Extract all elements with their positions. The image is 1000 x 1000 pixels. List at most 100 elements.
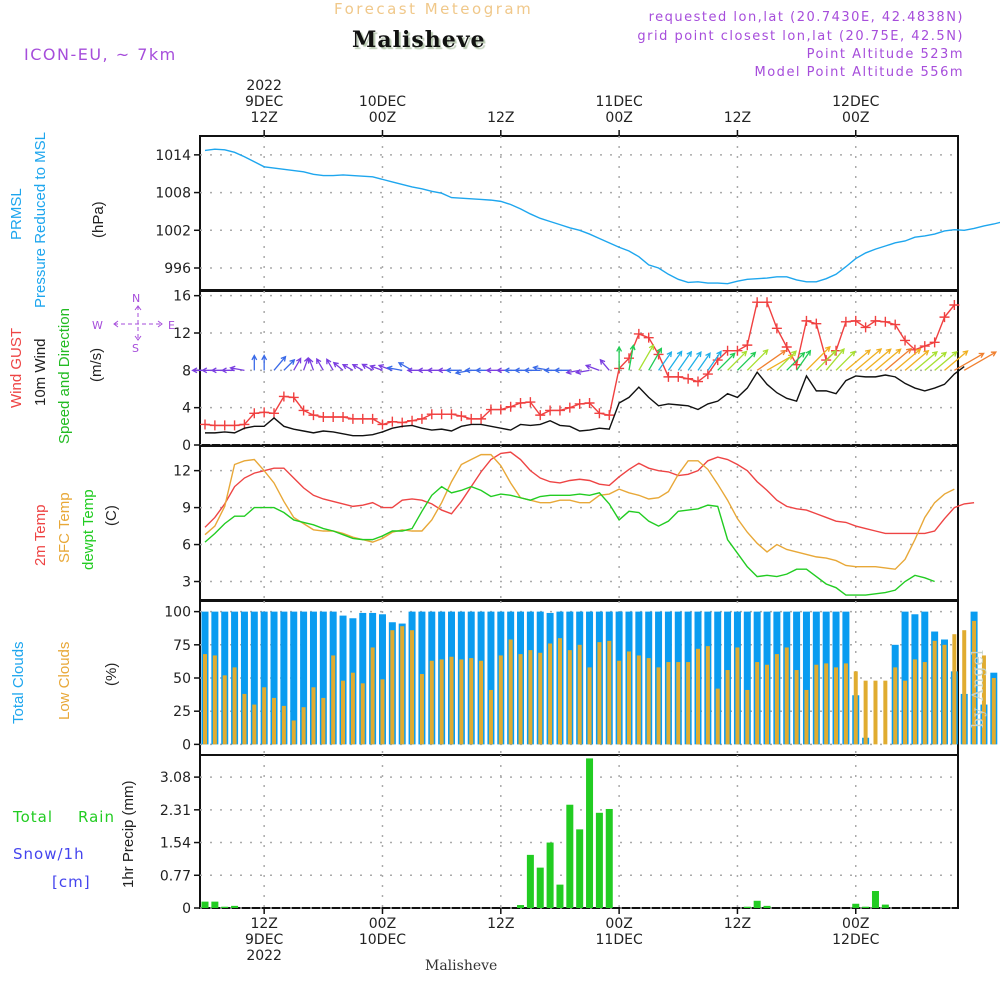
bar-low-clouds: [893, 667, 898, 745]
gust-marker: [535, 410, 546, 421]
gust-marker: [623, 353, 634, 364]
bar-low-clouds: [301, 707, 306, 745]
bar-low-clouds: [883, 680, 888, 745]
wind-arrow: [677, 350, 693, 371]
gust-marker: [485, 404, 496, 415]
gust-marker: [367, 413, 378, 424]
wind-arrow: [326, 358, 334, 371]
bar-low-clouds: [242, 693, 247, 745]
wind-arrow: [825, 348, 845, 371]
gust-marker: [200, 419, 210, 430]
bottom-time-label: 12Z: [461, 916, 541, 964]
wind-arrow: [963, 351, 998, 371]
wind-arrow: [687, 350, 702, 371]
bar-low-clouds: [390, 630, 395, 745]
top-time-label: 12Z: [697, 78, 777, 126]
bar-low-clouds: [252, 704, 257, 745]
top-time-label: 12DEC 00Z: [816, 78, 896, 126]
wind-arrow: [894, 348, 922, 371]
time-label-line: 12Z: [487, 110, 515, 126]
gust-marker: [752, 297, 763, 308]
bar-low-clouds: [626, 651, 631, 745]
bar-low-clouds: [488, 689, 493, 745]
bar-precip: [763, 905, 771, 908]
bar-low-clouds: [577, 644, 582, 745]
gust-marker: [209, 420, 220, 431]
y-tick-label: 9: [182, 501, 191, 517]
y-tick-label: 1002: [155, 223, 191, 239]
gust-marker: [446, 409, 457, 420]
bar-low-clouds: [538, 652, 543, 745]
wind-arrow: [584, 364, 600, 371]
bar-low-clouds: [548, 643, 553, 745]
gust-marker: [929, 337, 940, 348]
bar-low-clouds: [617, 660, 622, 745]
gust-marker: [219, 420, 230, 431]
time-label-line: 12DEC: [832, 94, 880, 110]
chart-title: Forecast Meteogram: [334, 0, 534, 18]
bar-low-clouds: [350, 672, 355, 745]
wind-arrow: [746, 349, 769, 371]
bar-total-clouds: [359, 612, 367, 745]
panel-frame: [199, 445, 959, 601]
bar-total-clouds: [802, 611, 810, 745]
bar-low-clouds: [991, 678, 996, 745]
y-tick-label: 2.31: [160, 803, 191, 819]
gust-marker: [801, 315, 812, 326]
time-label-line: 00Z: [842, 916, 870, 932]
y-tick-label: 0: [182, 737, 191, 753]
y-tick-label: 16: [173, 289, 191, 305]
y-tick-label: 75: [173, 638, 191, 654]
bar-low-clouds: [863, 680, 868, 745]
gust-marker: [781, 342, 792, 352]
wind-arrow: [553, 367, 570, 374]
gust-marker: [683, 373, 694, 384]
gust-marker: [545, 405, 556, 416]
time-label-line: 12Z: [250, 916, 278, 932]
gust-marker: [308, 410, 319, 421]
watermark: by Angel: [968, 648, 987, 728]
bottom-time-label: 12Z 9DEC 2022: [224, 916, 304, 964]
bar-low-clouds: [676, 662, 681, 745]
gust-marker: [229, 420, 240, 431]
bar-low-clouds: [686, 662, 691, 745]
bar-total-clouds: [270, 611, 278, 745]
gust-marker: [416, 413, 427, 424]
wind-arrow: [875, 348, 902, 371]
bar-total-clouds: [260, 611, 268, 745]
bar-total-clouds: [901, 611, 909, 745]
y-tick-label: 6: [182, 538, 191, 554]
time-label-line: 00Z: [842, 110, 870, 126]
gust-marker: [693, 376, 703, 387]
wind-arrow: [523, 367, 541, 374]
y-tick-label: 50: [173, 671, 191, 687]
series-line-prmsl: [204, 148, 1000, 285]
bar-total-clouds: [743, 611, 751, 745]
bar-low-clouds: [784, 647, 789, 745]
gust-marker: [338, 412, 349, 422]
gust-marker: [505, 401, 516, 412]
bar-total-clouds: [487, 611, 495, 745]
bar-precip: [753, 900, 761, 908]
bar-low-clouds: [843, 663, 848, 745]
bar-low-clouds: [429, 660, 434, 745]
gust-marker: [574, 398, 585, 409]
wind-arrow: [386, 365, 403, 372]
y-tick-label: 1014: [155, 148, 191, 164]
gust-marker: [259, 407, 270, 418]
wind-arrow: [727, 350, 748, 371]
bar-low-clouds: [794, 670, 799, 745]
bar-precip: [586, 758, 594, 908]
gust-marker: [318, 412, 329, 422]
bar-low-clouds: [922, 662, 927, 745]
wind-arrow: [351, 363, 364, 371]
bar-low-clouds: [370, 647, 375, 745]
bottom-time-label: 00Z 12DEC: [816, 916, 896, 964]
wind-arrow: [307, 357, 315, 371]
wind-arrow: [293, 357, 302, 371]
bar-low-clouds: [203, 654, 207, 745]
time-label-line: 2022: [246, 948, 282, 964]
gust-marker: [525, 397, 536, 408]
bar-low-clouds: [222, 675, 227, 745]
